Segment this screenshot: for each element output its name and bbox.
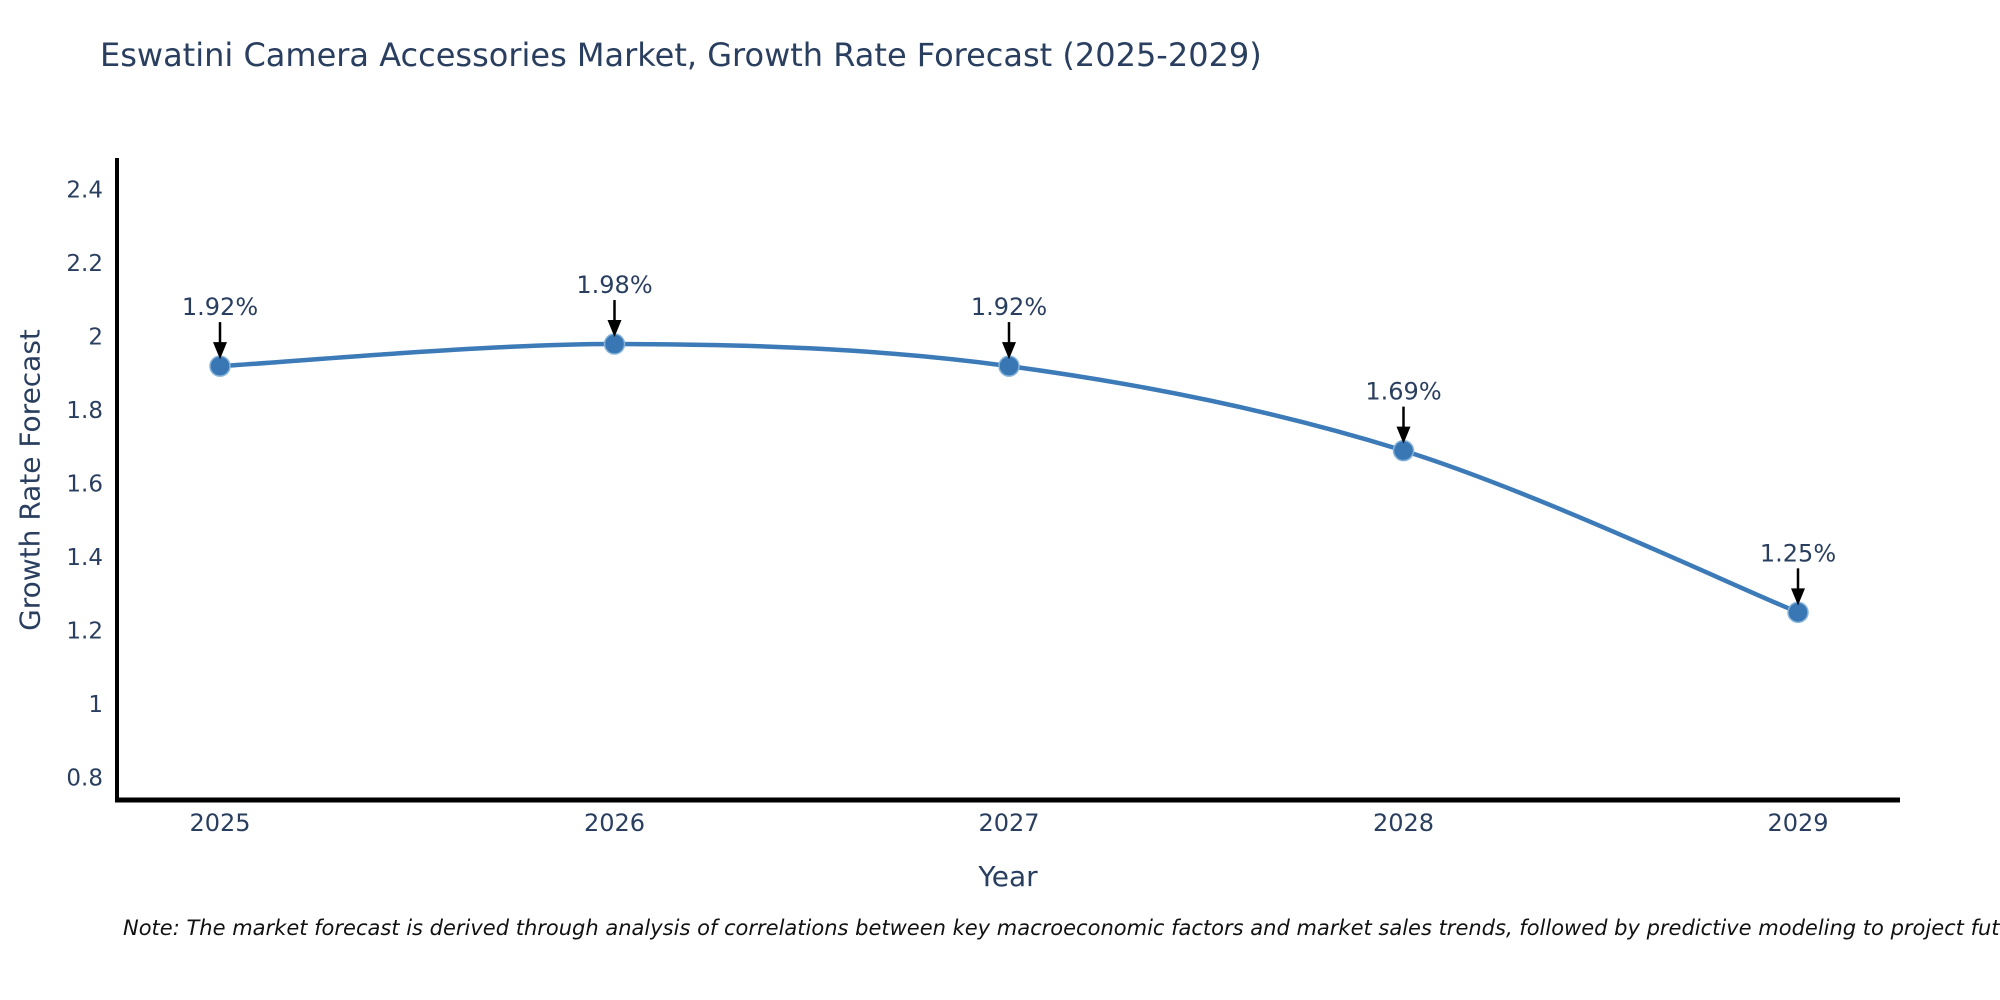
x-tick-label: 2028 bbox=[1373, 809, 1434, 837]
annotation-arrowhead bbox=[607, 320, 622, 338]
y-tick-label: 0.8 bbox=[66, 766, 103, 792]
y-tick-label: 2.4 bbox=[66, 178, 103, 204]
annotation-arrowhead bbox=[213, 342, 227, 360]
annotation-arrowhead bbox=[1396, 426, 1411, 444]
data-point-label: 1.25% bbox=[1760, 539, 1836, 567]
x-tick-label: 2025 bbox=[189, 809, 250, 837]
chart-title: Eswatini Camera Accessories Market, Grow… bbox=[100, 36, 1262, 74]
y-tick-label: 1.6 bbox=[66, 472, 103, 498]
y-tick-label: 2.2 bbox=[66, 251, 103, 277]
y-tick-label: 1 bbox=[88, 692, 103, 718]
y-tick-label: 1.2 bbox=[66, 619, 103, 645]
annotation-arrowhead bbox=[1791, 588, 1805, 606]
data-point-label: 1.98% bbox=[576, 271, 652, 299]
x-tick-label: 2027 bbox=[978, 809, 1039, 837]
y-tick-label: 1.4 bbox=[66, 545, 103, 571]
y-tick-label: 1.8 bbox=[66, 398, 103, 424]
x-tick-label: 2029 bbox=[1767, 809, 1828, 837]
y-tick-label: 2 bbox=[88, 325, 103, 351]
data-point-label: 1.92% bbox=[182, 293, 258, 321]
data-point-label: 1.92% bbox=[971, 293, 1047, 321]
forecast-line bbox=[217, 341, 1801, 615]
x-axis-title: Year bbox=[978, 860, 1038, 893]
x-tick-label: 2026 bbox=[584, 809, 645, 837]
footnote: Note: The market forecast is derived thr… bbox=[123, 916, 2000, 940]
data-point-label: 1.69% bbox=[1365, 378, 1441, 406]
y-axis-title: Growth Rate Forecast bbox=[13, 329, 47, 631]
annotation-arrowhead bbox=[1002, 342, 1016, 360]
